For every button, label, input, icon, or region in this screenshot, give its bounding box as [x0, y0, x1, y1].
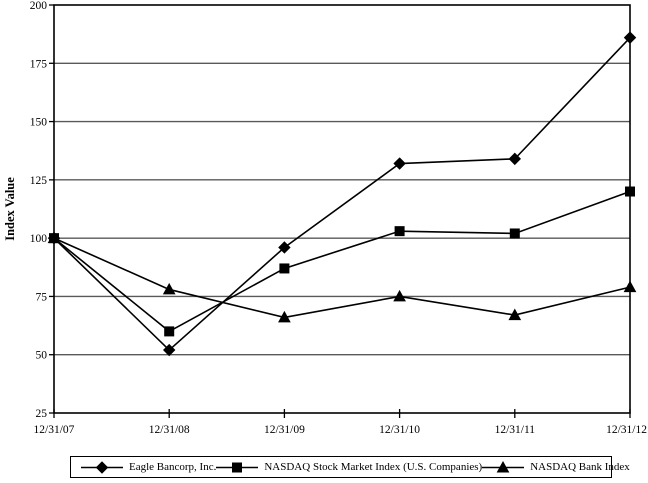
y-tick-label: 200 [30, 0, 48, 12]
triangle-marker-icon [278, 310, 291, 323]
x-tick-label: 12/31/10 [379, 424, 420, 436]
diamond-marker-icon [95, 460, 109, 474]
y-axis-ticks: 25 50 75 100 125 150 175 200 [30, 0, 54, 420]
series-line-eagle-bancorp-inc [53, 37, 631, 352]
legend-item-nasdaq-stock-market-index-u-s-companies: NASDAQ Stock Market Index (U.S. Companie… [216, 461, 482, 474]
x-tick-label: 12/31/11 [495, 424, 536, 436]
triangle-marker-icon [47, 231, 61, 244]
triangle-marker-icon [623, 280, 637, 293]
y-tick-label: 150 [30, 117, 48, 129]
diamond-marker-icon [623, 31, 637, 44]
plot-frame [53, 4, 631, 414]
legend-label: NASDAQ Bank Index [530, 461, 630, 473]
diamond-marker-icon [162, 343, 176, 357]
y-axis-title: Index Value [3, 177, 17, 241]
y-tick-label: 175 [30, 58, 48, 70]
legend-item-eagle-bancorp-inc: Eagle Bancorp, Inc. [81, 460, 217, 474]
legend-label: NASDAQ Stock Market Index (U.S. Companie… [264, 461, 483, 473]
y-tick-label: 25 [36, 408, 48, 420]
gridlines [54, 62, 630, 356]
plot-border [53, 4, 631, 414]
diamond-marker-icon [508, 152, 522, 166]
x-tick-label: 12/31/12 [606, 424, 647, 436]
series-line-nasdaq-bank-index [53, 237, 631, 319]
diamond-legend-key-icon [81, 460, 123, 474]
square-marker-icon [164, 326, 175, 337]
square-legend-key-icon [216, 462, 259, 472]
square-marker-icon [509, 228, 520, 239]
legend-label: Eagle Bancorp, Inc. [129, 461, 217, 473]
x-tick-label: 12/31/07 [34, 424, 75, 436]
square-marker-icon [394, 226, 405, 237]
x-axis-ticks: 12/31/07 12/31/08 12/31/09 12/31/10 12/31/11… [34, 409, 647, 436]
triangle-marker-icon [496, 460, 510, 472]
triangle-legend-key-icon [482, 460, 525, 472]
y-tick-label: 125 [30, 175, 48, 187]
triangle-marker-icon [162, 282, 176, 295]
diamond-marker-icon [278, 241, 291, 254]
y-tick-label: 75 [36, 291, 48, 303]
legend-item-nasdaq-bank-index: NASDAQ Bank Index [482, 460, 630, 474]
diamond-marker-icon [393, 157, 406, 170]
square-marker-icon [279, 263, 290, 274]
x-tick-label: 12/31/09 [264, 424, 305, 436]
legend: Eagle Bancorp, Inc. NASDAQ Stock Market I… [70, 456, 630, 478]
y-tick-label: 100 [30, 233, 48, 245]
triangle-marker-icon [393, 289, 406, 302]
series-lines [47, 31, 637, 357]
series-line-nasdaq-stock-market-index-u-s-companies [53, 190, 631, 333]
x-tick-label: 12/31/08 [149, 424, 190, 436]
y-tick-label: 50 [36, 350, 48, 362]
square-marker-icon [232, 462, 243, 472]
triangle-marker-icon [508, 308, 522, 321]
square-marker-icon [625, 186, 635, 197]
